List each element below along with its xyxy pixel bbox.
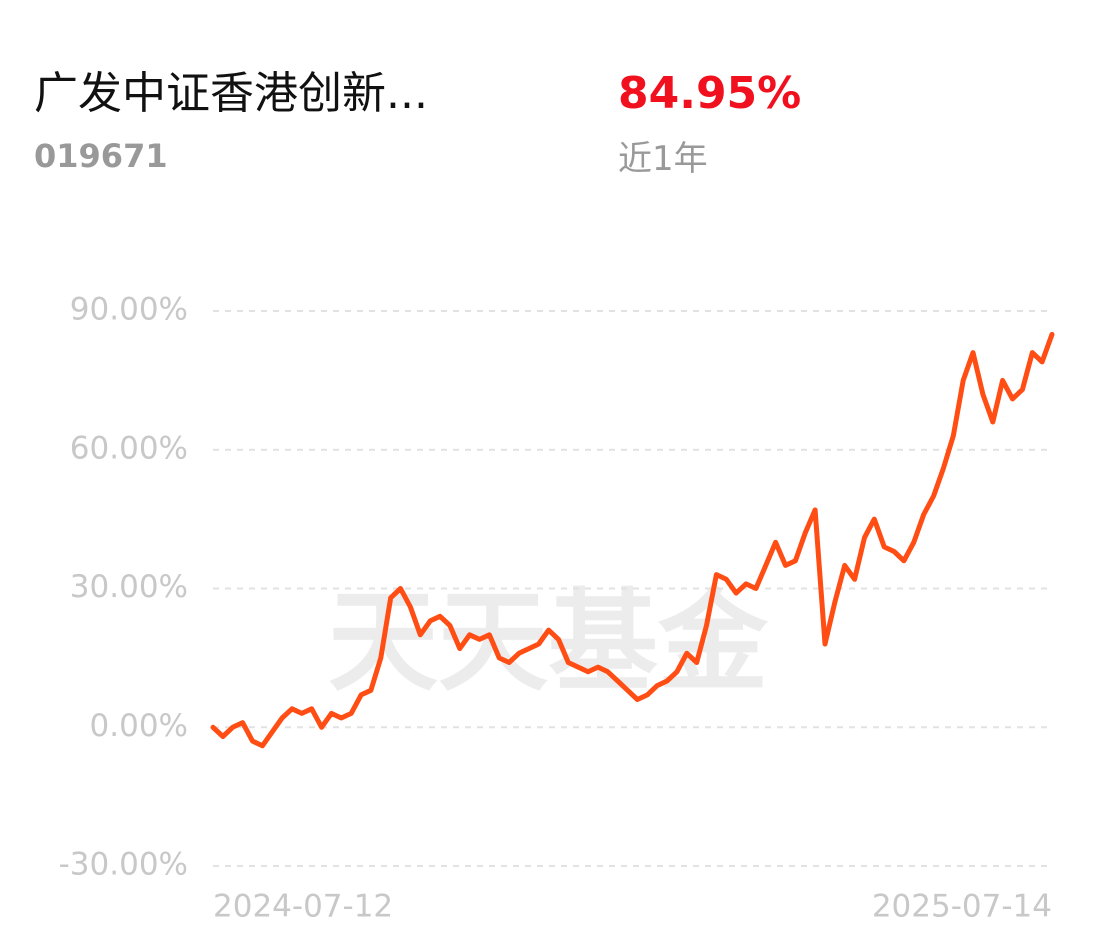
- plot-area: -30.00% 0.00% 30.00% 60.00% 90.00% 2024-07-12…: [59, 292, 1055, 925]
- y-tick-label: 90.00%: [70, 292, 188, 328]
- fund-code: 019671: [34, 137, 168, 175]
- return-value: 84.95%: [618, 68, 801, 119]
- y-tick-label: 0.00%: [90, 708, 188, 744]
- y-tick-label: 30.00%: [70, 569, 188, 605]
- watermark: 天天基金: [328, 577, 769, 706]
- fund-title: 广发中证香港创新...: [34, 68, 428, 119]
- y-tick-label: 60.00%: [70, 430, 188, 466]
- return-period: 近1年: [618, 139, 708, 179]
- line-series: [210, 331, 1055, 749]
- y-tick-label: -30.00%: [59, 847, 188, 883]
- x-tick-label: 2024-07-12: [213, 889, 393, 925]
- x-tick-label: 2025-07-14: [872, 889, 1052, 925]
